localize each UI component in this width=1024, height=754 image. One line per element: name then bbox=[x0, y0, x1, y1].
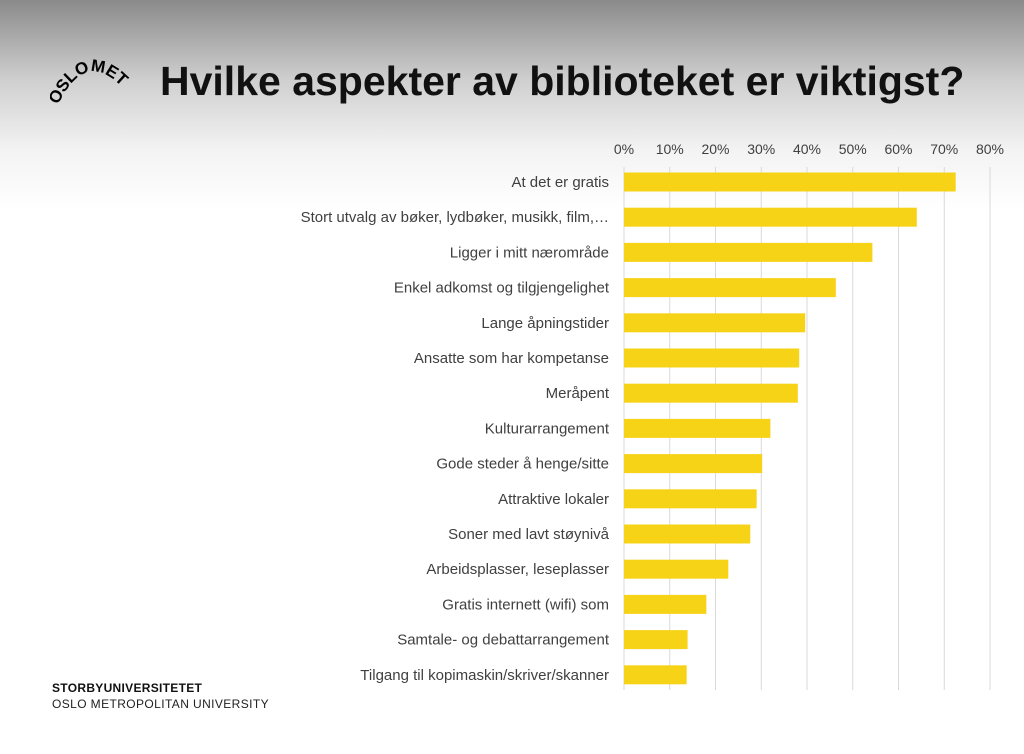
footer-university-english: OSLO METROPOLITAN UNIVERSITY bbox=[52, 697, 270, 711]
bar bbox=[624, 207, 917, 227]
category-label: Lange åpningstider bbox=[481, 315, 609, 332]
bar-chart: 0% 10% 20% 30% 40% 50% 60% 70% 80% At det er gra… bbox=[301, 141, 1004, 690]
bar bbox=[624, 630, 688, 650]
x-tick-label: 20% bbox=[701, 141, 729, 157]
category-label: Meråpent bbox=[546, 385, 610, 402]
bar bbox=[624, 524, 751, 544]
bar bbox=[624, 559, 729, 579]
bar bbox=[624, 348, 800, 368]
x-axis-ticks: 0% 10% 20% 30% 40% 50% 60% 70% 80% bbox=[614, 141, 1004, 157]
x-tick-label: 40% bbox=[793, 141, 821, 157]
bar bbox=[624, 383, 798, 403]
category-labels: At det er gratis Stort utvalg av bøker, l… bbox=[301, 174, 610, 684]
bar bbox=[624, 489, 757, 509]
category-label: Tilgang til kopimaskin/skriver/skanner bbox=[360, 667, 609, 684]
x-tick-label: 0% bbox=[614, 141, 634, 157]
category-label: Arbeidsplasser, leseplasser bbox=[426, 561, 609, 578]
x-tick-label: 80% bbox=[976, 141, 1004, 157]
bar bbox=[624, 665, 687, 685]
x-tick-label: 60% bbox=[884, 141, 912, 157]
category-label: Attraktive lokaler bbox=[498, 491, 609, 508]
page-title: Hvilke aspekter av biblioteket er viktig… bbox=[160, 58, 965, 104]
category-label: Enkel adkomst og tilgjengelighet bbox=[394, 280, 610, 297]
footer: STORBYUNIVERSITETET OSLO METROPOLITAN UN… bbox=[52, 681, 269, 711]
bar bbox=[624, 242, 873, 262]
category-label: Samtale- og debattarrangement bbox=[397, 632, 610, 649]
category-label: Stort utvalg av bøker, lydbøker, musikk,… bbox=[301, 209, 609, 226]
x-tick-label: 30% bbox=[747, 141, 775, 157]
bar bbox=[624, 278, 836, 298]
category-label: Soner med lavt støynivå bbox=[448, 526, 610, 543]
category-label: Ligger i mitt nærområde bbox=[450, 244, 609, 261]
footer-university-name: STORBYUNIVERSITETET bbox=[52, 681, 203, 695]
category-label: At det er gratis bbox=[511, 174, 609, 191]
category-label: Ansatte som har kompetanse bbox=[414, 350, 609, 367]
bars bbox=[624, 172, 956, 685]
bar bbox=[624, 313, 806, 333]
bar bbox=[624, 172, 956, 192]
category-label: Gratis internett (wifi) som bbox=[442, 596, 609, 613]
x-tick-label: 50% bbox=[839, 141, 867, 157]
x-tick-label: 10% bbox=[656, 141, 684, 157]
category-label: Kulturarrangement bbox=[485, 420, 610, 437]
x-tick-label: 70% bbox=[930, 141, 958, 157]
category-label: Gode steder å henge/sitte bbox=[436, 456, 609, 473]
bar bbox=[624, 454, 763, 474]
bar bbox=[624, 594, 707, 614]
bar bbox=[624, 418, 771, 438]
